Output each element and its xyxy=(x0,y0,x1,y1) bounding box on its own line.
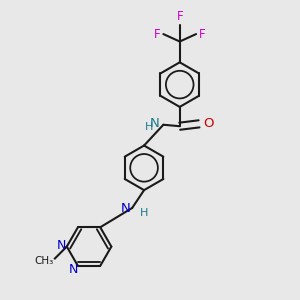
Text: F: F xyxy=(154,28,161,40)
Text: O: O xyxy=(203,117,213,130)
Text: H: H xyxy=(145,122,154,132)
Text: H: H xyxy=(140,208,148,218)
Text: F: F xyxy=(176,10,183,23)
Text: CH₃: CH₃ xyxy=(34,256,53,266)
Text: N: N xyxy=(69,263,78,276)
Text: N: N xyxy=(121,202,131,215)
Text: N: N xyxy=(150,117,160,130)
Text: F: F xyxy=(198,28,205,40)
Text: N: N xyxy=(57,238,66,252)
